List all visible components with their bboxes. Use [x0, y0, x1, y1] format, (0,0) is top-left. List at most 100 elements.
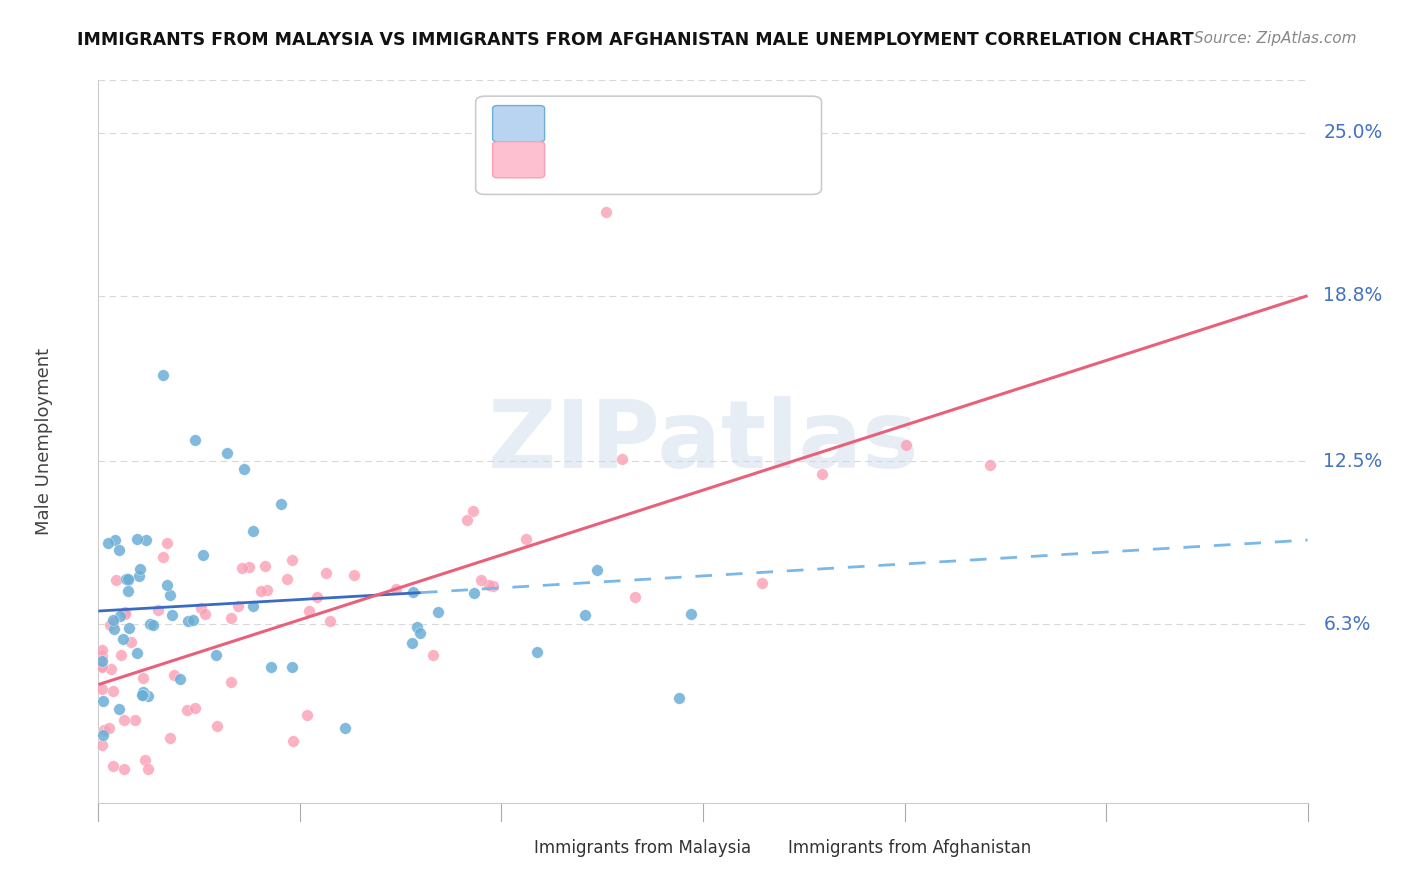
Point	[406, 620, 429, 634]
Point	[136, 762, 159, 776]
Point	[249, 583, 271, 598]
Point	[896, 438, 918, 452]
Text: IMMIGRANTS FROM MALAYSIA VS IMMIGRANTS FROM AFGHANISTAN MALE UNEMPLOYMENT CORREL: IMMIGRANTS FROM MALAYSIA VS IMMIGRANTS F…	[77, 31, 1194, 49]
Point	[110, 608, 132, 623]
Point	[107, 702, 129, 716]
Point	[97, 721, 120, 735]
Point	[176, 703, 198, 717]
Point	[91, 660, 114, 674]
Point	[114, 605, 136, 619]
Point	[315, 566, 337, 581]
Point	[103, 613, 125, 627]
Point	[242, 599, 264, 613]
Point	[127, 646, 149, 660]
Point	[129, 562, 152, 576]
Text: 25.0%: 25.0%	[1323, 123, 1382, 143]
Point	[226, 599, 249, 613]
Point	[402, 585, 425, 599]
Point	[132, 671, 155, 685]
Point	[217, 446, 239, 460]
Point	[91, 654, 114, 668]
Point	[91, 728, 114, 742]
Text: N = 56: N = 56	[685, 114, 761, 133]
Point	[117, 573, 139, 587]
Point	[124, 713, 146, 727]
Point	[281, 660, 304, 674]
Point	[194, 607, 217, 621]
Text: R = 0.642: R = 0.642	[551, 150, 654, 169]
Text: Male Unemployment: Male Unemployment	[35, 348, 53, 535]
Point	[515, 533, 537, 547]
Point	[256, 583, 278, 598]
Point	[283, 734, 305, 748]
Point	[463, 586, 485, 600]
Point	[193, 548, 215, 562]
Point	[184, 434, 207, 448]
Point	[811, 467, 834, 482]
Point	[679, 607, 702, 621]
Point	[98, 618, 121, 632]
Point	[221, 611, 243, 625]
Point	[103, 616, 125, 631]
Point	[253, 558, 276, 573]
Point	[385, 582, 408, 596]
Point	[526, 645, 548, 659]
Point	[668, 690, 690, 705]
Point	[482, 579, 505, 593]
Point	[270, 497, 292, 511]
Point	[110, 648, 132, 662]
Point	[103, 684, 125, 698]
Point	[574, 607, 596, 622]
Text: N = 66: N = 66	[685, 150, 761, 169]
Point	[152, 368, 174, 382]
Point	[343, 568, 366, 582]
Point	[128, 569, 150, 583]
Point	[463, 503, 485, 517]
Point	[142, 618, 165, 632]
Point	[160, 608, 183, 623]
Point	[111, 632, 134, 646]
Point	[127, 532, 149, 546]
Point	[163, 668, 186, 682]
Point	[183, 701, 205, 715]
Point	[91, 681, 114, 696]
Point	[120, 634, 142, 648]
Point	[91, 642, 114, 657]
Point	[114, 607, 136, 621]
Text: Immigrants from Malaysia: Immigrants from Malaysia	[534, 838, 751, 856]
FancyBboxPatch shape	[492, 142, 544, 178]
Point	[101, 759, 124, 773]
FancyBboxPatch shape	[492, 105, 544, 142]
Point	[319, 614, 342, 628]
Point	[91, 648, 114, 663]
Point	[115, 572, 138, 586]
Point	[231, 561, 253, 575]
Point	[91, 659, 114, 673]
Point	[112, 762, 135, 776]
FancyBboxPatch shape	[758, 835, 789, 861]
Point	[104, 533, 127, 548]
Point	[979, 458, 1001, 473]
Point	[112, 713, 135, 727]
Point	[93, 723, 115, 738]
Point	[238, 559, 260, 574]
Point	[177, 614, 200, 628]
Point	[91, 694, 114, 708]
Point	[276, 572, 298, 586]
Point	[100, 662, 122, 676]
Point	[408, 626, 430, 640]
Point	[156, 536, 179, 550]
Text: ZIPatlas: ZIPatlas	[488, 395, 918, 488]
Point	[118, 622, 141, 636]
Point	[117, 572, 139, 586]
Point	[138, 617, 160, 632]
Point	[135, 533, 157, 547]
Point	[298, 604, 321, 618]
Point	[136, 689, 159, 703]
Point	[159, 588, 181, 602]
Point	[156, 578, 179, 592]
Point	[623, 590, 645, 604]
Point	[751, 576, 773, 591]
Point	[108, 542, 131, 557]
Point	[232, 462, 254, 476]
